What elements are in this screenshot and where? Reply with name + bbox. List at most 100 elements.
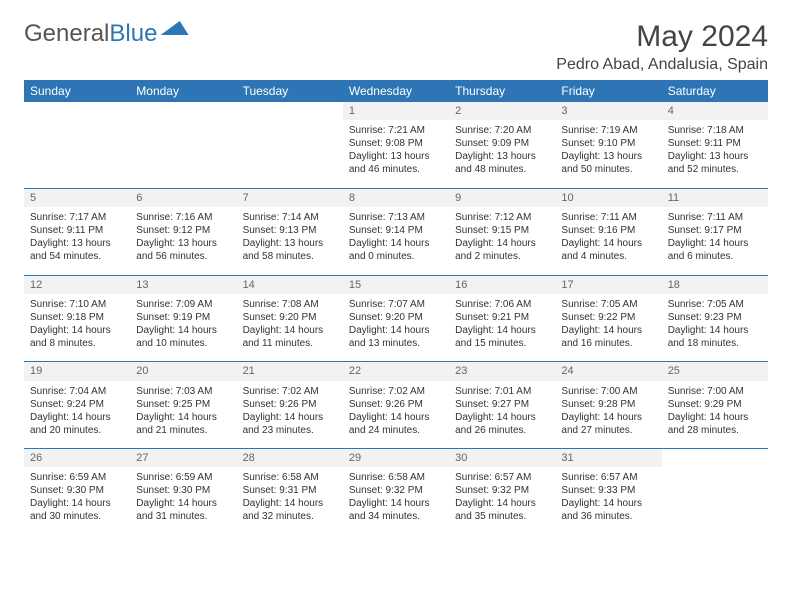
day-number: 4 — [668, 105, 674, 117]
day-cell: Sunrise: 7:01 AMSunset: 9:27 PMDaylight:… — [449, 381, 555, 449]
sun-info: Sunrise: 7:16 AMSunset: 9:12 PMDaylight:… — [136, 211, 230, 263]
sun-info: Sunrise: 6:57 AMSunset: 9:33 PMDaylight:… — [561, 471, 655, 523]
sun-info: Sunrise: 7:00 AMSunset: 9:29 PMDaylight:… — [668, 385, 762, 437]
day-number-cell: 27 — [130, 449, 236, 468]
day-number-cell: 28 — [237, 449, 343, 468]
day-number: 11 — [668, 192, 679, 204]
day-number: 15 — [349, 279, 361, 291]
day-cell: Sunrise: 7:06 AMSunset: 9:21 PMDaylight:… — [449, 294, 555, 362]
day-number: 16 — [455, 279, 467, 291]
sun-info: Sunrise: 7:20 AMSunset: 9:09 PMDaylight:… — [455, 124, 549, 176]
sun-info: Sunrise: 7:00 AMSunset: 9:28 PMDaylight:… — [561, 385, 655, 437]
day-cell: Sunrise: 7:20 AMSunset: 9:09 PMDaylight:… — [449, 120, 555, 188]
day-number-cell: 17 — [555, 275, 661, 294]
sun-info: Sunrise: 7:07 AMSunset: 9:20 PMDaylight:… — [349, 298, 443, 350]
day-number: 20 — [136, 365, 148, 377]
weekday-header: Thursday — [449, 80, 555, 102]
brand-triangle-icon — [161, 21, 194, 35]
day-number: 29 — [349, 452, 361, 464]
day-cell: Sunrise: 7:08 AMSunset: 9:20 PMDaylight:… — [237, 294, 343, 362]
day-number: 13 — [136, 279, 148, 291]
sun-info: Sunrise: 7:13 AMSunset: 9:14 PMDaylight:… — [349, 211, 443, 263]
title-block: May 2024 Pedro Abad, Andalusia, Spain — [556, 20, 768, 74]
calendar-table: SundayMondayTuesdayWednesdayThursdayFrid… — [24, 80, 768, 535]
sun-info: Sunrise: 7:11 AMSunset: 9:16 PMDaylight:… — [561, 211, 655, 263]
day-number-cell — [237, 102, 343, 120]
day-cell: Sunrise: 7:02 AMSunset: 9:26 PMDaylight:… — [343, 381, 449, 449]
day-number-cell: 2 — [449, 102, 555, 120]
day-cell: Sunrise: 6:57 AMSunset: 9:33 PMDaylight:… — [555, 467, 661, 535]
day-cell: Sunrise: 7:17 AMSunset: 9:11 PMDaylight:… — [24, 207, 130, 275]
sun-info: Sunrise: 7:02 AMSunset: 9:26 PMDaylight:… — [243, 385, 337, 437]
day-cell: Sunrise: 7:14 AMSunset: 9:13 PMDaylight:… — [237, 207, 343, 275]
day-cell: Sunrise: 7:13 AMSunset: 9:14 PMDaylight:… — [343, 207, 449, 275]
day-cell: Sunrise: 6:57 AMSunset: 9:32 PMDaylight:… — [449, 467, 555, 535]
day-number-cell: 21 — [237, 362, 343, 381]
day-cell: Sunrise: 7:05 AMSunset: 9:23 PMDaylight:… — [662, 294, 768, 362]
day-cell: Sunrise: 6:59 AMSunset: 9:30 PMDaylight:… — [24, 467, 130, 535]
weekday-header: Friday — [555, 80, 661, 102]
day-cell — [130, 120, 236, 188]
day-cell: Sunrise: 7:16 AMSunset: 9:12 PMDaylight:… — [130, 207, 236, 275]
day-number-cell: 15 — [343, 275, 449, 294]
day-number: 6 — [136, 192, 142, 204]
day-number: 9 — [455, 192, 461, 204]
day-number-cell: 6 — [130, 188, 236, 207]
day-number: 18 — [668, 279, 680, 291]
day-number-cell: 23 — [449, 362, 555, 381]
day-number: 1 — [349, 105, 355, 117]
day-cell: Sunrise: 7:18 AMSunset: 9:11 PMDaylight:… — [662, 120, 768, 188]
sun-info: Sunrise: 6:58 AMSunset: 9:31 PMDaylight:… — [243, 471, 337, 523]
day-number-cell: 20 — [130, 362, 236, 381]
day-cell: Sunrise: 6:58 AMSunset: 9:32 PMDaylight:… — [343, 467, 449, 535]
weekday-header: Saturday — [662, 80, 768, 102]
day-number: 27 — [136, 452, 148, 464]
sun-info: Sunrise: 7:14 AMSunset: 9:13 PMDaylight:… — [243, 211, 337, 263]
day-number-cell: 10 — [555, 188, 661, 207]
day-cell: Sunrise: 6:59 AMSunset: 9:30 PMDaylight:… — [130, 467, 236, 535]
weekday-header: Monday — [130, 80, 236, 102]
day-number: 26 — [30, 452, 42, 464]
day-number: 22 — [349, 365, 361, 377]
day-cell: Sunrise: 7:21 AMSunset: 9:08 PMDaylight:… — [343, 120, 449, 188]
day-number: 31 — [561, 452, 573, 464]
day-number: 25 — [668, 365, 680, 377]
sun-info: Sunrise: 7:05 AMSunset: 9:23 PMDaylight:… — [668, 298, 762, 350]
sun-info: Sunrise: 7:12 AMSunset: 9:15 PMDaylight:… — [455, 211, 549, 263]
day-number-cell — [130, 102, 236, 120]
day-number: 10 — [561, 192, 573, 204]
day-number-cell: 14 — [237, 275, 343, 294]
day-number-cell: 31 — [555, 449, 661, 468]
day-number-cell: 29 — [343, 449, 449, 468]
day-number-cell: 7 — [237, 188, 343, 207]
sun-info: Sunrise: 7:10 AMSunset: 9:18 PMDaylight:… — [30, 298, 124, 350]
day-cell — [662, 467, 768, 535]
day-number: 24 — [561, 365, 573, 377]
day-number: 7 — [243, 192, 249, 204]
sun-info: Sunrise: 7:05 AMSunset: 9:22 PMDaylight:… — [561, 298, 655, 350]
day-number-cell: 16 — [449, 275, 555, 294]
day-cell: Sunrise: 7:10 AMSunset: 9:18 PMDaylight:… — [24, 294, 130, 362]
day-number: 2 — [455, 105, 461, 117]
day-cell: Sunrise: 7:00 AMSunset: 9:29 PMDaylight:… — [662, 381, 768, 449]
sun-info: Sunrise: 7:01 AMSunset: 9:27 PMDaylight:… — [455, 385, 549, 437]
day-cell: Sunrise: 7:12 AMSunset: 9:15 PMDaylight:… — [449, 207, 555, 275]
day-number-cell: 22 — [343, 362, 449, 381]
day-cell: Sunrise: 7:09 AMSunset: 9:19 PMDaylight:… — [130, 294, 236, 362]
day-number-cell — [662, 449, 768, 468]
day-number-cell: 8 — [343, 188, 449, 207]
sun-info: Sunrise: 7:09 AMSunset: 9:19 PMDaylight:… — [136, 298, 230, 350]
sun-info: Sunrise: 6:59 AMSunset: 9:30 PMDaylight:… — [136, 471, 230, 523]
day-number-cell: 25 — [662, 362, 768, 381]
day-number: 3 — [561, 105, 567, 117]
day-number: 21 — [243, 365, 255, 377]
sun-info: Sunrise: 7:08 AMSunset: 9:20 PMDaylight:… — [243, 298, 337, 350]
day-number: 5 — [30, 192, 36, 204]
day-number-cell: 4 — [662, 102, 768, 120]
day-number-cell: 18 — [662, 275, 768, 294]
sun-info: Sunrise: 7:18 AMSunset: 9:11 PMDaylight:… — [668, 124, 762, 176]
day-number: 23 — [455, 365, 467, 377]
day-number: 14 — [243, 279, 255, 291]
day-number-cell: 5 — [24, 188, 130, 207]
sun-info: Sunrise: 7:02 AMSunset: 9:26 PMDaylight:… — [349, 385, 443, 437]
